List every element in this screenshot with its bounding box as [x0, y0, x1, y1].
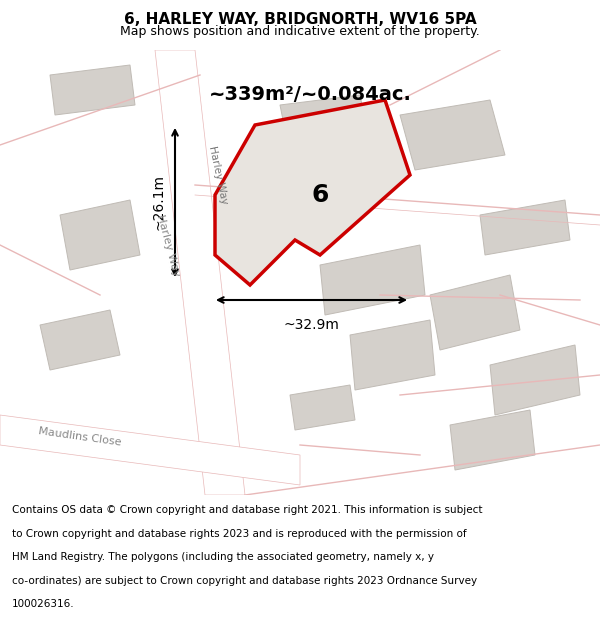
- Polygon shape: [60, 200, 140, 270]
- Text: Harley Way: Harley Way: [155, 213, 181, 277]
- Polygon shape: [480, 200, 570, 255]
- Polygon shape: [320, 245, 425, 315]
- Polygon shape: [0, 415, 300, 485]
- Polygon shape: [40, 310, 120, 370]
- Polygon shape: [50, 65, 135, 115]
- Text: 6: 6: [311, 183, 329, 207]
- Polygon shape: [350, 320, 435, 390]
- Text: co-ordinates) are subject to Crown copyright and database rights 2023 Ordnance S: co-ordinates) are subject to Crown copyr…: [12, 576, 477, 586]
- Text: Map shows position and indicative extent of the property.: Map shows position and indicative extent…: [120, 24, 480, 38]
- Text: to Crown copyright and database rights 2023 and is reproduced with the permissio: to Crown copyright and database rights 2…: [12, 529, 467, 539]
- Polygon shape: [290, 385, 355, 430]
- Text: HM Land Registry. The polygons (including the associated geometry, namely x, y: HM Land Registry. The polygons (includin…: [12, 552, 434, 562]
- Text: ~339m²/~0.084ac.: ~339m²/~0.084ac.: [209, 86, 412, 104]
- Text: Contains OS data © Crown copyright and database right 2021. This information is : Contains OS data © Crown copyright and d…: [12, 506, 482, 516]
- Text: Harley Way: Harley Way: [207, 145, 229, 205]
- Polygon shape: [215, 100, 410, 285]
- Text: ~26.1m: ~26.1m: [151, 174, 165, 231]
- Polygon shape: [400, 100, 505, 170]
- Text: 100026316.: 100026316.: [12, 599, 74, 609]
- Text: Maudlins Close: Maudlins Close: [38, 426, 122, 448]
- Polygon shape: [430, 275, 520, 350]
- Polygon shape: [450, 410, 535, 470]
- Polygon shape: [490, 345, 580, 415]
- Polygon shape: [280, 95, 370, 155]
- Text: 6, HARLEY WAY, BRIDGNORTH, WV16 5PA: 6, HARLEY WAY, BRIDGNORTH, WV16 5PA: [124, 12, 476, 28]
- Polygon shape: [155, 50, 245, 495]
- Text: ~32.9m: ~32.9m: [284, 318, 340, 332]
